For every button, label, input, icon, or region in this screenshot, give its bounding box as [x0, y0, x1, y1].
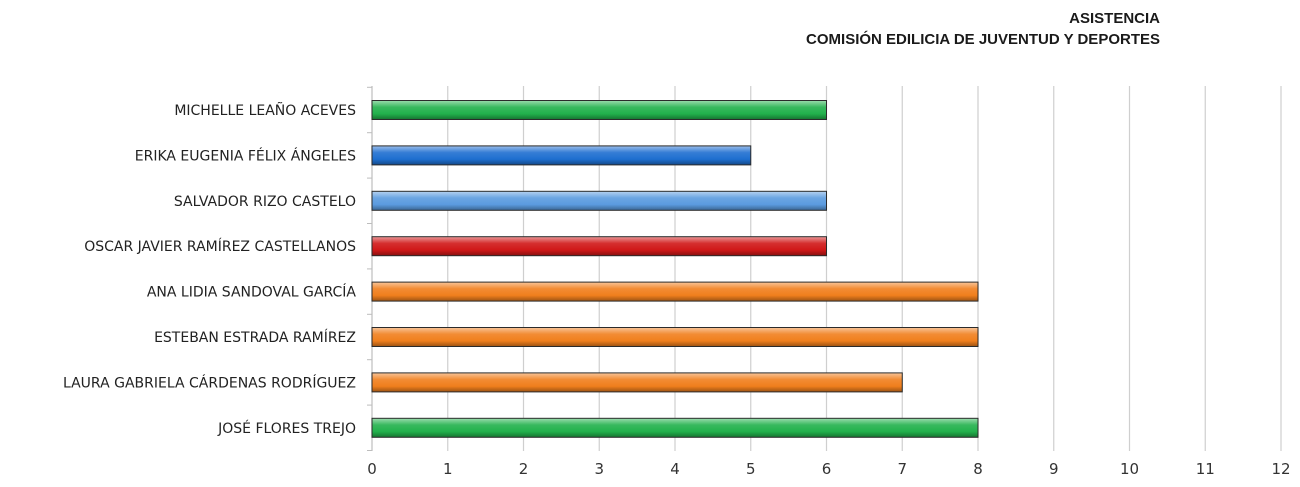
bar-7: [371, 372, 903, 393]
bar-8: [371, 417, 979, 438]
x-tick-label: 2: [519, 460, 529, 478]
category-label: SALVADOR RIZO CASTELO: [174, 194, 356, 210]
category-label: JOSÉ FLORES TREJO: [217, 420, 356, 437]
x-tick-label: 8: [973, 460, 983, 478]
category-label: ANA LIDIA SANDOVAL GARCÍA: [147, 284, 357, 301]
x-tick-label: 9: [1049, 460, 1059, 478]
chart-title: ASISTENCIA: [1069, 10, 1160, 27]
x-tick-label: 1: [443, 460, 453, 478]
category-label: LAURA GABRIELA CÁRDENAS RODRÍGUEZ: [63, 374, 356, 391]
category-labels: MICHELLE LEAÑO ACEVES ERIKA EUGENIA FÉLIX…: [63, 102, 356, 437]
x-tick-label: 0: [367, 460, 377, 478]
x-tick-label: 7: [897, 460, 907, 478]
bar-4: [371, 236, 827, 257]
x-tick-label: 10: [1120, 460, 1139, 478]
category-label: OSCAR JAVIER RAMÍREZ CASTELLANOS: [84, 238, 356, 255]
x-tick-label: 4: [670, 460, 680, 478]
x-tick-labels: 0 1 2 3 4 5 6 7 8 9 10 11 12: [367, 460, 1290, 478]
x-tick-label: 3: [594, 460, 604, 478]
category-label: ESTEBAN ESTRADA RAMÍREZ: [154, 329, 356, 346]
x-tick-label: 5: [746, 460, 756, 478]
x-tick-label: 6: [822, 460, 832, 478]
bar-5: [371, 281, 979, 302]
category-label: ERIKA EUGENIA FÉLIX ÁNGELES: [135, 147, 356, 164]
bar-2: [371, 145, 752, 166]
chart-title-block: ASISTENCIA COMISIÓN EDILICIA DE JUVENTUD…: [806, 8, 1160, 50]
bar-1: [371, 100, 827, 120]
chart-subtitle: COMISIÓN EDILICIA DE JUVENTUD Y DEPORTES: [806, 31, 1160, 48]
bars: [371, 100, 979, 438]
grid-lines: [447, 86, 1282, 451]
x-tick-label: 12: [1271, 460, 1290, 478]
axes: [367, 86, 373, 451]
category-label: MICHELLE LEAÑO ACEVES: [174, 102, 356, 119]
bar-6: [371, 327, 979, 347]
bar-3: [371, 190, 827, 211]
x-tick-label: 11: [1196, 460, 1215, 478]
